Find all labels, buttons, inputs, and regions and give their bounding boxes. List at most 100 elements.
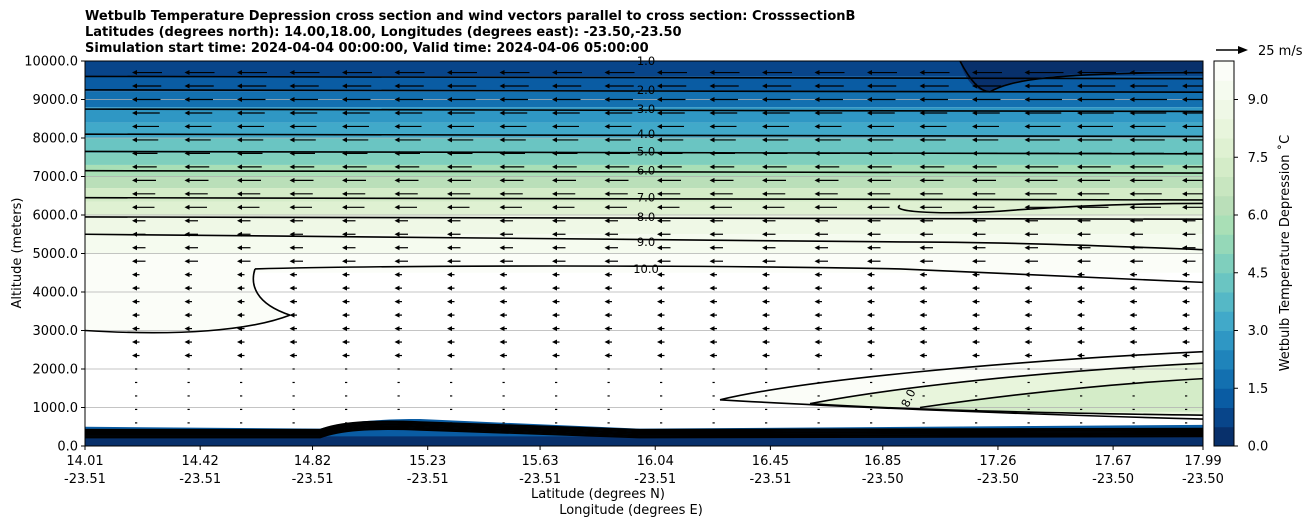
wind-vector-341: [394, 285, 402, 291]
wind-vector-282: [604, 245, 618, 251]
filled-region-surface-moist-core: [85, 436, 1203, 446]
wind-vector-380: [237, 312, 245, 318]
wind-vector-head: [762, 258, 767, 264]
wind-vector-333: [1077, 272, 1085, 278]
wind-vector-5: [394, 70, 425, 76]
wind-vector-head: [919, 110, 925, 116]
wind-vector-277: [342, 245, 356, 251]
wind-vector-head: [1024, 339, 1030, 345]
wind-vector-head: [237, 164, 242, 170]
wind-vector-head: [394, 245, 400, 251]
wind-vector-209: [1182, 191, 1203, 197]
wind-vector-359: [237, 299, 245, 305]
wind-vector-345: [604, 285, 612, 291]
wind-vector-head: [499, 353, 505, 359]
wind-vector-head: [237, 218, 242, 224]
wind-vector-70: [499, 110, 528, 116]
wind-vector-head: [657, 191, 662, 197]
wind-vector-head: [552, 299, 557, 305]
wind-vector-373: [972, 299, 980, 305]
contour-line-surface-5: [85, 420, 1203, 431]
wind-vector-head: [972, 339, 977, 345]
wind-vector-297: [289, 258, 303, 264]
wind-vector-378: [132, 312, 140, 318]
wind-vector-head: [867, 110, 872, 116]
wind-vector-head: [657, 123, 662, 129]
colorbar-tick-label: 6.0: [1248, 209, 1269, 224]
x-tick-label-lon: -23.51: [749, 472, 791, 487]
wind-vector-7: [499, 70, 530, 76]
wind-vector-394: [972, 312, 980, 318]
wind-vector-head: [972, 70, 977, 76]
x-tick-label-lat: 14.82: [294, 454, 331, 469]
wind-vector-head: [499, 83, 505, 89]
wind-vector-head: [289, 245, 295, 251]
contour-label-text: 4.0: [637, 127, 655, 141]
x-tick-label-lon: -23.51: [634, 472, 676, 487]
wind-vector-head: [604, 353, 610, 359]
wind-vector-head: [342, 164, 347, 170]
y-tick-label: 9000.0: [33, 93, 79, 108]
wind-vector-head: [709, 231, 715, 237]
wind-vector-head: [1182, 299, 1187, 305]
wind-vector-85: [184, 123, 212, 129]
wind-vector-34: [814, 83, 844, 89]
contour-line-surface-3: [85, 423, 1203, 434]
wind-vector-head: [394, 339, 400, 345]
wind-vector-head: [1024, 231, 1030, 237]
wind-vector-head: [394, 218, 400, 224]
wind-vector-head: [1024, 177, 1030, 183]
wind-vector-290: [1024, 245, 1038, 251]
wind-vector-447: [447, 353, 455, 359]
wind-vector-287: [867, 245, 881, 251]
wind-vector-head: [394, 83, 400, 89]
wind-vector-head: [867, 326, 872, 332]
wind-vector-head: [1077, 272, 1082, 278]
wind-vector-51: [604, 97, 633, 102]
wind-vector-314: [1182, 258, 1196, 264]
wind-vector-head: [762, 70, 767, 76]
wind-vector-90: [447, 123, 474, 129]
wind-vector-head: [132, 258, 137, 264]
wind-vector-121: [972, 137, 999, 143]
wind-vector-head: [342, 97, 347, 102]
wind-vector-head: [552, 177, 557, 183]
wind-vector-261: [604, 231, 618, 237]
wind-vector-109: [342, 137, 369, 143]
wind-vector-30: [604, 83, 634, 89]
contour-label-lower-8: 8.0: [898, 387, 918, 409]
wind-vector-head: [342, 83, 347, 89]
wind-vector-84: [132, 123, 159, 129]
wind-vector-head: [762, 123, 767, 129]
wind-vector-head: [604, 204, 610, 210]
wind-vector-head: [342, 272, 347, 278]
wind-vector-388: [657, 312, 665, 318]
wind-vector-head: [184, 204, 190, 210]
wind-vector-head: [1024, 137, 1030, 143]
wind-vector-head: [184, 137, 190, 143]
wind-vector-head: [237, 312, 242, 318]
wind-vector-241: [657, 218, 671, 224]
wind-vector-286: [814, 245, 828, 251]
wind-vector-head: [447, 177, 452, 183]
colorbar-segment-12: [1214, 195, 1234, 216]
contour-line-3.0: [85, 108, 1203, 113]
wind-vector-head: [972, 353, 977, 359]
wind-vector-head: [972, 312, 977, 318]
wind-vector-4: [342, 70, 372, 76]
wind-vector-65: [237, 110, 265, 116]
wind-vector-312: [1077, 258, 1091, 264]
wind-vector-head: [289, 110, 295, 116]
wind-vector-358: [184, 299, 192, 305]
wind-vector-head: [394, 177, 400, 183]
x-tick-label-lat: 15.63: [521, 454, 558, 469]
contour-label-text: 10.0: [633, 262, 659, 276]
wind-vector-155: [552, 164, 577, 170]
wind-vector-116: [709, 137, 736, 143]
wind-vector-head: [394, 70, 400, 76]
colorbar-segment-4: [1214, 349, 1234, 370]
wind-vector-head: [919, 97, 925, 102]
wind-vector-120: [919, 137, 946, 143]
wind-vector-head: [762, 245, 767, 251]
wind-vector-371: [867, 299, 875, 305]
